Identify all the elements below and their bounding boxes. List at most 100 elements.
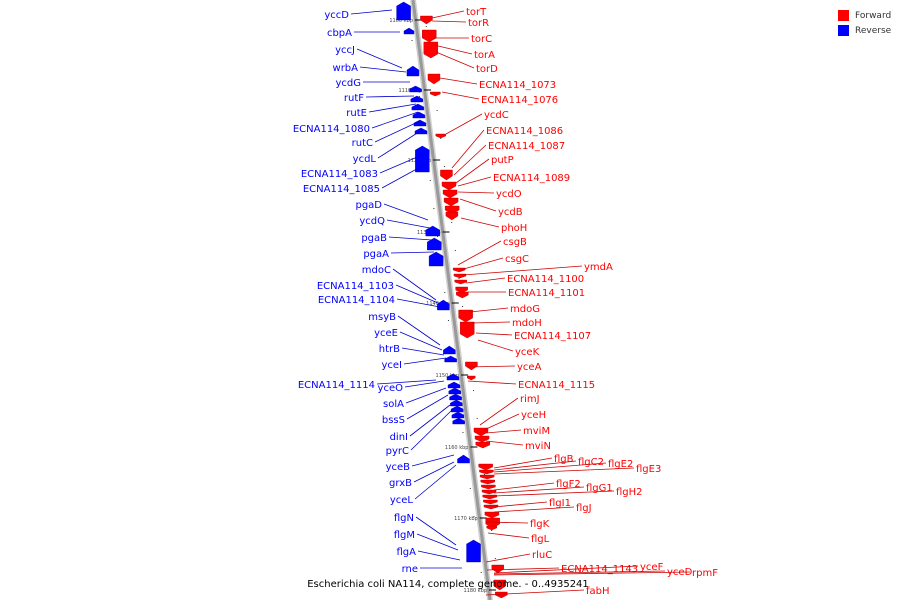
gene-label-msyb[interactable]: msyB — [368, 312, 396, 323]
gene-label-flgj[interactable]: flgJ — [576, 503, 592, 514]
gene-label-ecna114-1086[interactable]: ECNA114_1086 — [486, 126, 563, 137]
gene-label-ycei[interactable]: yceI — [381, 360, 402, 371]
gene-label-tort[interactable]: torT — [466, 7, 487, 18]
gene-label-ecna114-1107[interactable]: ECNA114_1107 — [514, 331, 591, 342]
reverse-gene-glyph[interactable] — [410, 95, 424, 103]
gene-label-htrb[interactable]: htrB — [379, 344, 400, 355]
forward-gene-glyph[interactable] — [478, 463, 493, 471]
reverse-gene-glyph[interactable] — [406, 65, 420, 77]
gene-label-yccj[interactable]: yccJ — [335, 45, 355, 56]
gene-label-flgn[interactable]: flgN — [394, 513, 414, 524]
gene-label-rpmf[interactable]: rpmF — [692, 568, 718, 579]
forward-gene-glyph[interactable] — [435, 133, 446, 139]
gene-label-flge3[interactable]: flgE3 — [636, 464, 661, 475]
gene-label-csgb[interactable]: csgB — [503, 237, 527, 248]
gene-label-ecna114-1104[interactable]: ECNA114_1104 — [318, 295, 395, 306]
reverse-gene-glyph[interactable] — [447, 381, 461, 389]
gene-label-ecna114-1103[interactable]: ECNA114_1103 — [317, 281, 394, 292]
reverse-gene-glyph[interactable] — [450, 405, 464, 413]
gene-label-yceh[interactable]: yceH — [521, 410, 546, 421]
gene-label-ycdg[interactable]: ycdG — [335, 78, 361, 89]
reverse-gene-glyph[interactable] — [409, 85, 422, 93]
gene-label-ecna114-1083[interactable]: ECNA114_1083 — [301, 169, 378, 180]
reverse-gene-glyph[interactable] — [415, 145, 430, 173]
gene-label-flgh2[interactable]: flgH2 — [616, 487, 643, 498]
reverse-gene-glyph[interactable] — [428, 251, 444, 267]
forward-gene-glyph[interactable] — [467, 375, 476, 381]
forward-gene-glyph[interactable] — [423, 41, 439, 59]
reverse-gene-glyph[interactable] — [451, 411, 465, 419]
gene-label-ecna114-1085[interactable]: ECNA114_1085 — [303, 184, 380, 195]
forward-gene-glyph[interactable] — [455, 286, 468, 294]
gene-label-sola[interactable]: solA — [383, 399, 404, 410]
gene-label-ecna114-1143[interactable]: ECNA114_1143 — [561, 564, 638, 575]
reverse-gene-glyph[interactable] — [457, 454, 470, 464]
reverse-gene-glyph[interactable] — [443, 345, 456, 355]
forward-gene-glyph[interactable] — [452, 267, 466, 273]
gene-label-ecna114-1080[interactable]: ECNA114_1080 — [293, 124, 370, 135]
gene-label-ecna114-1073[interactable]: ECNA114_1073 — [479, 80, 556, 91]
forward-gene-glyph[interactable] — [420, 15, 433, 25]
forward-gene-glyph[interactable] — [460, 321, 475, 339]
gene-label-ecna114-1100[interactable]: ECNA114_1100 — [507, 274, 584, 285]
gene-label-bsss[interactable]: bssS — [382, 415, 405, 426]
forward-gene-glyph[interactable] — [495, 591, 508, 599]
gene-label-ecna114-1114[interactable]: ECNA114_1114 — [298, 380, 375, 391]
forward-gene-glyph[interactable] — [440, 169, 453, 181]
forward-gene-glyph[interactable] — [474, 435, 490, 443]
gene-label-flgi1[interactable]: flgI1 — [549, 498, 571, 509]
gene-label-flgg1[interactable]: flgG1 — [586, 483, 613, 494]
gene-label-rute[interactable]: rutE — [346, 108, 367, 119]
forward-gene-glyph[interactable] — [454, 279, 467, 285]
forward-gene-glyph[interactable] — [481, 489, 497, 495]
forward-gene-glyph[interactable] — [475, 441, 491, 449]
reverse-gene-glyph[interactable] — [452, 417, 465, 425]
forward-gene-glyph[interactable] — [456, 291, 469, 299]
forward-gene-glyph[interactable] — [481, 484, 496, 490]
forward-gene-glyph[interactable] — [491, 564, 504, 574]
gene-label-yceb[interactable]: yceB — [386, 462, 411, 473]
reverse-gene-glyph[interactable] — [396, 1, 411, 21]
gene-label-rimj[interactable]: rimJ — [520, 394, 540, 405]
gene-label-pgad[interactable]: pgaD — [355, 200, 382, 211]
forward-gene-glyph[interactable] — [443, 197, 459, 207]
gene-label-wrba[interactable]: wrbA — [333, 63, 359, 74]
gene-label-pyrc[interactable]: pyrC — [386, 446, 409, 457]
reverse-gene-glyph[interactable] — [466, 539, 481, 563]
forward-gene-glyph[interactable] — [430, 91, 441, 97]
gene-label-rutc[interactable]: rutC — [352, 138, 373, 149]
gene-label-phoh[interactable]: phoH — [501, 223, 527, 234]
gene-label-grxb[interactable]: grxB — [389, 478, 412, 489]
gene-label-ecna114-1115[interactable]: ECNA114_1115 — [518, 380, 595, 391]
gene-label-csgc[interactable]: csgC — [505, 254, 529, 265]
gene-label-yceo[interactable]: yceO — [378, 383, 404, 394]
reverse-gene-glyph[interactable] — [411, 103, 425, 111]
reverse-gene-glyph[interactable] — [444, 355, 457, 363]
gene-label-ycdl[interactable]: ycdL — [353, 154, 377, 165]
gene-label-flgc2[interactable]: flgC2 — [578, 457, 604, 468]
forward-gene-glyph[interactable] — [479, 474, 495, 480]
gene-label-ecna114-1101[interactable]: ECNA114_1101 — [508, 288, 585, 299]
gene-label-ecna114-1087[interactable]: ECNA114_1087 — [488, 141, 565, 152]
forward-gene-glyph[interactable] — [493, 579, 506, 591]
reverse-gene-glyph[interactable] — [446, 373, 460, 381]
gene-label-ycdb[interactable]: ycdB — [498, 207, 523, 218]
gene-label-flgf2[interactable]: flgF2 — [556, 479, 581, 490]
gene-label-ycea[interactable]: yceA — [517, 362, 542, 373]
gene-label-ycdc[interactable]: ycdC — [484, 110, 509, 121]
forward-gene-glyph[interactable] — [453, 273, 467, 279]
gene-label-flge2[interactable]: flgE2 — [608, 459, 633, 470]
reverse-gene-glyph[interactable] — [427, 237, 442, 251]
gene-label-rluc[interactable]: rluC — [532, 550, 552, 561]
gene-label-fabh[interactable]: fabH — [586, 586, 610, 597]
forward-gene-glyph[interactable] — [480, 479, 495, 485]
gene-label-ymda[interactable]: ymdA — [584, 262, 613, 273]
gene-label-cbpa[interactable]: cbpA — [327, 28, 352, 39]
reverse-gene-glyph[interactable] — [412, 111, 426, 119]
gene-label-mdoc[interactable]: mdoC — [362, 265, 391, 276]
forward-gene-glyph[interactable] — [445, 211, 459, 221]
forward-gene-glyph[interactable] — [458, 309, 473, 323]
forward-gene-glyph[interactable] — [482, 494, 497, 500]
reverse-gene-glyph[interactable] — [449, 393, 462, 401]
forward-gene-glyph[interactable] — [427, 73, 441, 85]
